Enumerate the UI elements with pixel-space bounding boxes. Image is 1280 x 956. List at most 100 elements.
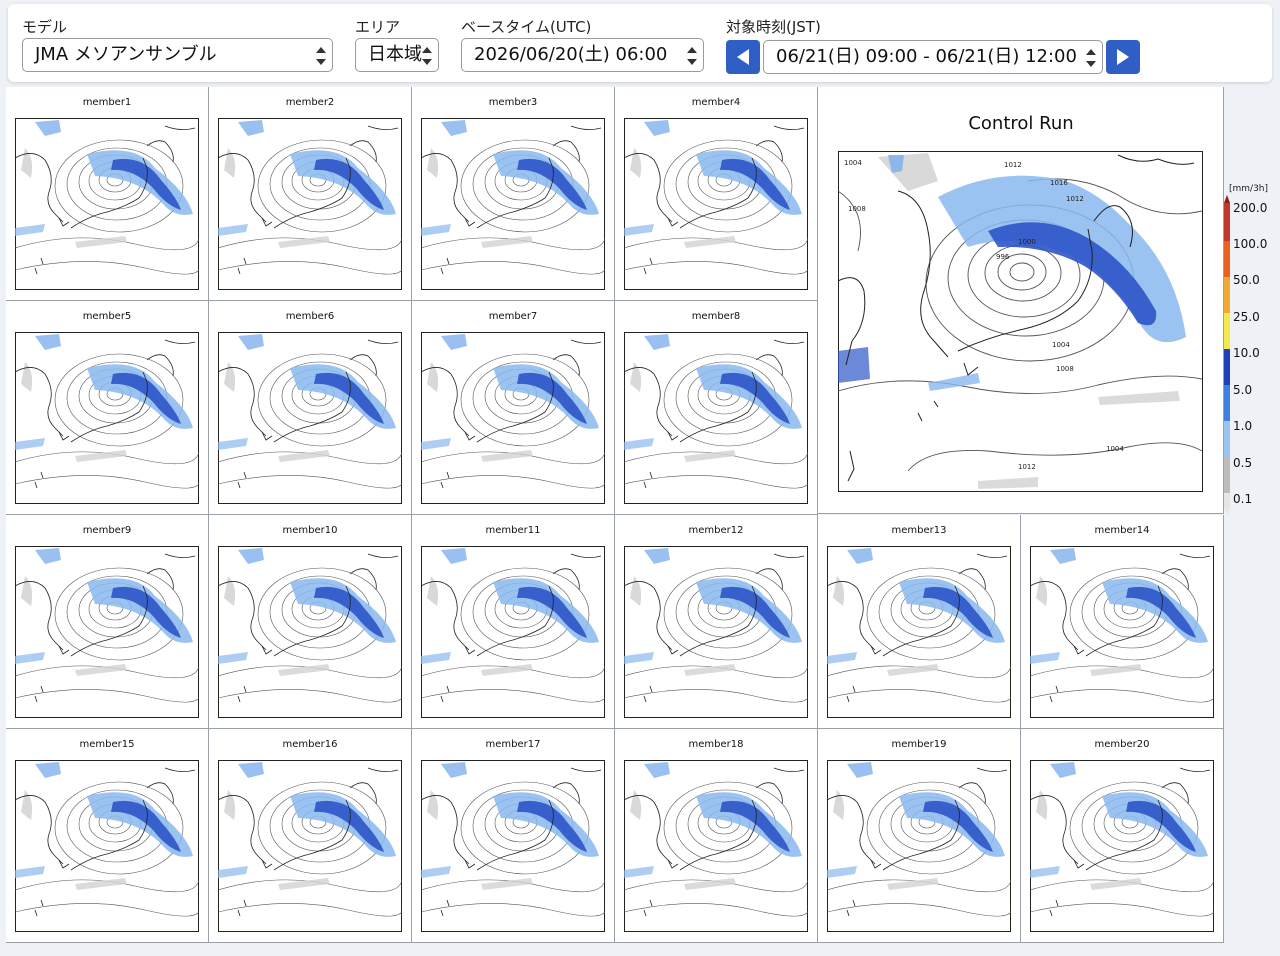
member-title: member1 [82,97,132,108]
member-title: member13 [891,525,947,536]
isobar-label: 1004 [1052,341,1070,349]
member-title: member2 [285,97,335,108]
member-panel[interactable]: member17 [412,729,615,943]
member-panel[interactable]: member9 [6,515,209,729]
isobar-label: 1012 [1004,161,1022,169]
member-panel[interactable]: member2 [209,87,412,301]
model-label: モデル [22,18,68,36]
precipitation-map [218,332,402,504]
isobar-label: 1008 [1056,365,1074,373]
base-time-select[interactable]: 2026/06/20(土) 06:00 [461,38,704,72]
member-panel[interactable]: member18 [615,729,818,943]
precipitation-map [421,118,605,290]
member-title: member11 [485,525,541,536]
select-arrows-icon [687,47,697,65]
colorbar-tick: 25.0 [1233,310,1260,324]
colorbar-tick: 50.0 [1233,273,1260,287]
prev-time-button[interactable] [726,40,760,74]
next-time-button[interactable] [1106,40,1140,74]
member-title: member4 [691,97,741,108]
member-panel[interactable]: member14 [1021,515,1224,729]
isobar-label: 1004 [844,159,862,167]
precipitation-map [15,760,199,932]
colorbar-tick: 0.5 [1233,456,1253,470]
isobar-label: 1012 [1066,195,1084,203]
member-title: member14 [1094,525,1150,536]
precipitation-map [218,760,402,932]
precipitation-map [827,760,1011,932]
precipitation-map [624,332,808,504]
member-panel[interactable]: member19 [818,729,1021,943]
control-run-panel[interactable]: Control Run [818,87,1224,514]
control-run-map: 1016 1012 1008 1004 1000 996 1004 1008 1… [838,151,1203,492]
member-panel[interactable]: member12 [615,515,818,729]
member-panel[interactable]: member15 [6,729,209,943]
member-title: member3 [488,97,538,108]
isobar-label: 1016 [1050,179,1068,187]
member-panel[interactable]: member7 [412,301,615,515]
member-title: member17 [485,739,541,750]
precipitation-map [421,546,605,718]
model-select-value: JMA メソアンサンブル [35,44,217,65]
isobar-label: 1008 [848,205,866,213]
precipitation-map [624,760,808,932]
area-label: エリア [355,18,401,36]
isobar-label: 1012 [1018,463,1036,471]
member-title: member7 [488,311,538,322]
target-time-label: 対象時刻(JST) [726,18,821,36]
member-title: member16 [282,739,338,750]
member-title: member15 [79,739,135,750]
colorbar [1224,195,1230,515]
isobar-label: 1004 [1106,445,1124,453]
select-arrows-icon [422,47,432,65]
header-toolbar: モデル JMA メソアンサンブル エリア 日本域 ベースタイム(UTC) 202… [8,4,1272,82]
member-panel[interactable]: member3 [412,87,615,301]
member-title: member5 [82,311,132,322]
target-time-select-value: 06/21(日) 09:00 - 06/21(日) 12:00 [776,46,1077,67]
area-select[interactable]: 日本域 [355,38,439,72]
precipitation-map [421,332,605,504]
member-panel[interactable]: member5 [6,301,209,515]
select-arrows-icon [1086,49,1096,67]
member-panel[interactable]: member11 [412,515,615,729]
target-time-select[interactable]: 06/21(日) 09:00 - 06/21(日) 12:00 [763,40,1103,74]
precipitation-map [15,332,199,504]
member-panel[interactable]: member10 [209,515,412,729]
member-title: member9 [82,525,132,536]
member-title: member6 [285,311,335,322]
arrow-right-icon [1117,49,1129,65]
member-panel[interactable]: member13 [818,515,1021,729]
precipitation-map [218,118,402,290]
member-title: member8 [691,311,741,322]
precipitation-map [15,546,199,718]
colorbar-tick: 100.0 [1233,237,1268,251]
select-arrows-icon [316,47,326,65]
member-panel[interactable]: member4 [615,87,818,301]
member-title: member18 [688,739,744,750]
member-title: member10 [282,525,338,536]
colorbar-tick: 200.0 [1233,201,1268,215]
member-panel[interactable]: member8 [615,301,818,515]
arrow-left-icon [737,49,749,65]
isobar-label: 996 [996,253,1010,261]
colorbar-tick: 5.0 [1233,383,1253,397]
member-panel[interactable]: member16 [209,729,412,943]
member-panel[interactable]: member20 [1021,729,1224,943]
base-time-select-value: 2026/06/20(土) 06:00 [474,44,668,65]
member-title: member20 [1094,739,1150,750]
member-panel[interactable]: member6 [209,301,412,515]
precipitation-map [218,546,402,718]
precipitation-map [421,760,605,932]
colorbar-tick: 10.0 [1233,346,1260,360]
base-time-label: ベースタイム(UTC) [461,18,592,36]
colorbar-tick: 0.1 [1233,492,1253,506]
control-run-title: Control Run [968,113,1074,134]
precipitation-map [15,118,199,290]
model-select[interactable]: JMA メソアンサンブル [22,38,333,72]
member-panel[interactable]: member1 [6,87,209,301]
colorbar-unit: [mm/3h] [1229,184,1269,194]
isobar-label: 1000 [1018,238,1036,246]
member-title: member12 [688,525,744,536]
precipitation-map [624,546,808,718]
precipitation-map [1030,546,1214,718]
